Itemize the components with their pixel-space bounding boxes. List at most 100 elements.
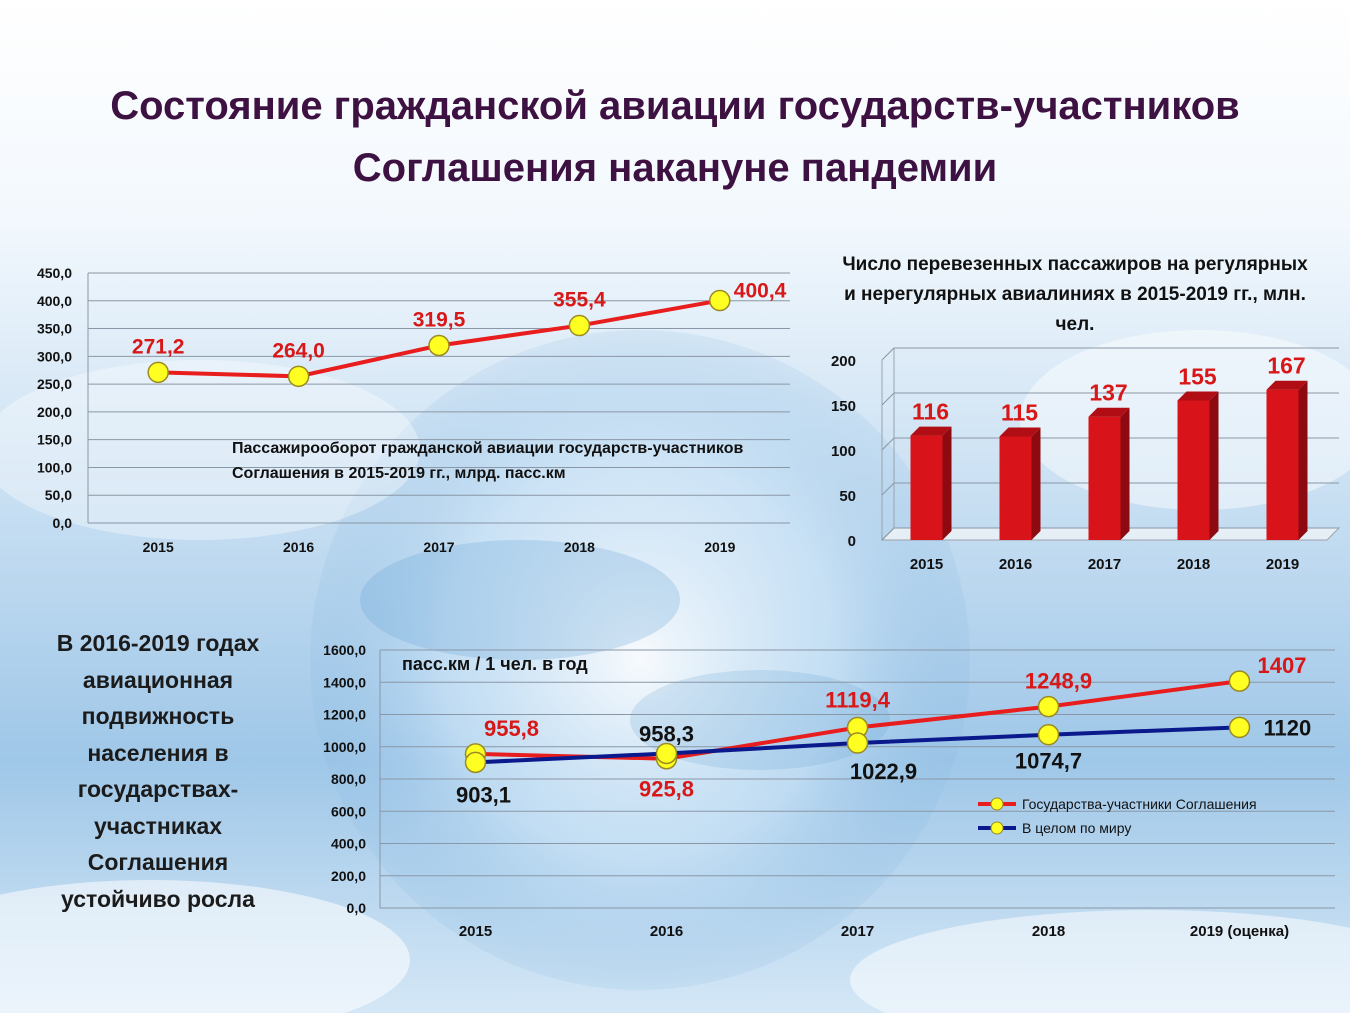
bar [999,436,1032,540]
page-title-line-2: Соглашения накануне пандемии [352,146,998,190]
bar-side [1031,427,1041,540]
y-tick-label: 100,0 [37,459,72,475]
passenger-turnover-chart-title: Пассажирооборот гражданской авиации госу… [232,440,744,482]
y-tick-label: 350,0 [37,321,72,337]
data-point [568,314,591,337]
data-label: 137 [1089,380,1127,406]
x-tick-label: 2016 [283,539,314,555]
y-tick-label: 200,0 [37,404,72,420]
x-tick-label: 2015 [910,556,943,573]
y-tick-label: 150 [831,398,856,415]
data-label: 1407 [1258,653,1307,678]
y-tick-label: 50,0 [45,487,72,503]
y-tick-label: 300,0 [37,348,72,364]
data-label: 116 [912,399,949,425]
passengers-carried-chart-title: Число перевезенных пассажиров на регуляр… [842,254,1308,335]
bar [910,435,943,540]
y-tick-label: 400,0 [37,293,72,309]
x-tick-label: 2019 [704,539,735,555]
x-tick-label: 2019 (оценка) [1190,923,1289,940]
data-point [147,361,169,384]
y-tick-label: 0,0 [53,515,73,531]
y-tick-label: 1600,0 [323,642,366,658]
data-label: 1120 [1264,715,1312,740]
x-tick-label: 2018 [1177,556,1210,573]
data-label: 925,8 [639,777,694,802]
data-point [464,751,487,774]
data-label: 400,4 [734,280,787,303]
data-label: 264,0 [272,339,325,362]
data-label: 958,3 [639,721,694,746]
y-tick-label: 200 [831,353,856,370]
x-tick-label: 2016 [999,556,1032,573]
data-label: 955,8 [484,716,539,741]
data-label: 115 [1001,400,1038,426]
y-tick-label: 1200,0 [323,707,366,723]
data-point [1228,716,1251,739]
gridline [881,347,1339,361]
legend-label: Государства-участники Соглашения [1022,796,1257,812]
data-label: 167 [1267,353,1305,379]
data-point [1037,723,1060,746]
bar-top [1088,407,1130,417]
x-tick-label: 2017 [423,539,454,555]
x-tick-label: 2019 [1266,556,1299,573]
y-tick-label: 0 [848,533,856,550]
bar-side [1120,407,1130,540]
data-label: 1074,7 [1015,749,1082,774]
data-label: 355,4 [553,289,606,312]
bar-top [999,427,1041,437]
bar-top [910,426,952,436]
air-mobility-unit-label: пасс.км / 1 чел. в год [402,654,588,674]
y-tick-label: 600,0 [331,803,366,819]
bar-side [942,426,952,540]
data-point [287,365,310,388]
y-tick-label: 150,0 [37,432,72,448]
y-tick-label: 1000,0 [323,739,366,755]
bar-side [1298,380,1308,540]
y-tick-label: 1400,0 [323,674,366,690]
x-tick-label: 2018 [564,539,595,555]
mobility-summary-text: В 2016-2019 годах авиационная подвижност… [56,630,260,912]
legend-label: В целом по миру [1022,820,1131,836]
x-tick-label: 2017 [1088,556,1121,573]
data-point [655,742,678,765]
data-point [846,732,869,754]
bar [1088,416,1121,540]
data-label: 155 [1178,364,1217,390]
y-tick-label: 200,0 [331,868,366,884]
x-tick-label: 2016 [650,923,683,940]
y-tick-label: 250,0 [37,376,72,392]
bar [1266,389,1299,540]
data-point [428,334,450,357]
legend-marker [990,797,1004,811]
data-label: 1119,4 [825,687,891,712]
y-tick-label: 0,0 [347,900,367,916]
data-label: 903,1 [456,782,511,807]
y-tick-label: 50 [839,488,856,505]
data-label: 271,2 [132,335,185,358]
bar-side [1209,391,1219,540]
page-title-line-1: Состояние гражданской авиации государств… [110,84,1240,128]
y-tick-label: 100 [831,443,856,460]
legend-marker [990,821,1004,835]
y-tick-label: 400,0 [331,836,366,852]
bar [1177,400,1210,540]
data-label: 1248,9 [1025,669,1092,694]
bar-top [1177,391,1219,401]
data-point [709,289,731,312]
x-tick-label: 2015 [459,923,492,940]
data-label: 1022,9 [850,759,917,784]
data-label: 319,5 [413,309,466,332]
y-tick-label: 800,0 [331,771,366,787]
bar-top [1266,380,1308,390]
x-tick-label: 2018 [1032,923,1065,940]
x-tick-label: 2015 [143,539,174,555]
data-point [1037,695,1060,718]
data-point [1228,670,1251,692]
x-tick-label: 2017 [841,923,874,940]
y-tick-label: 450,0 [37,265,72,281]
